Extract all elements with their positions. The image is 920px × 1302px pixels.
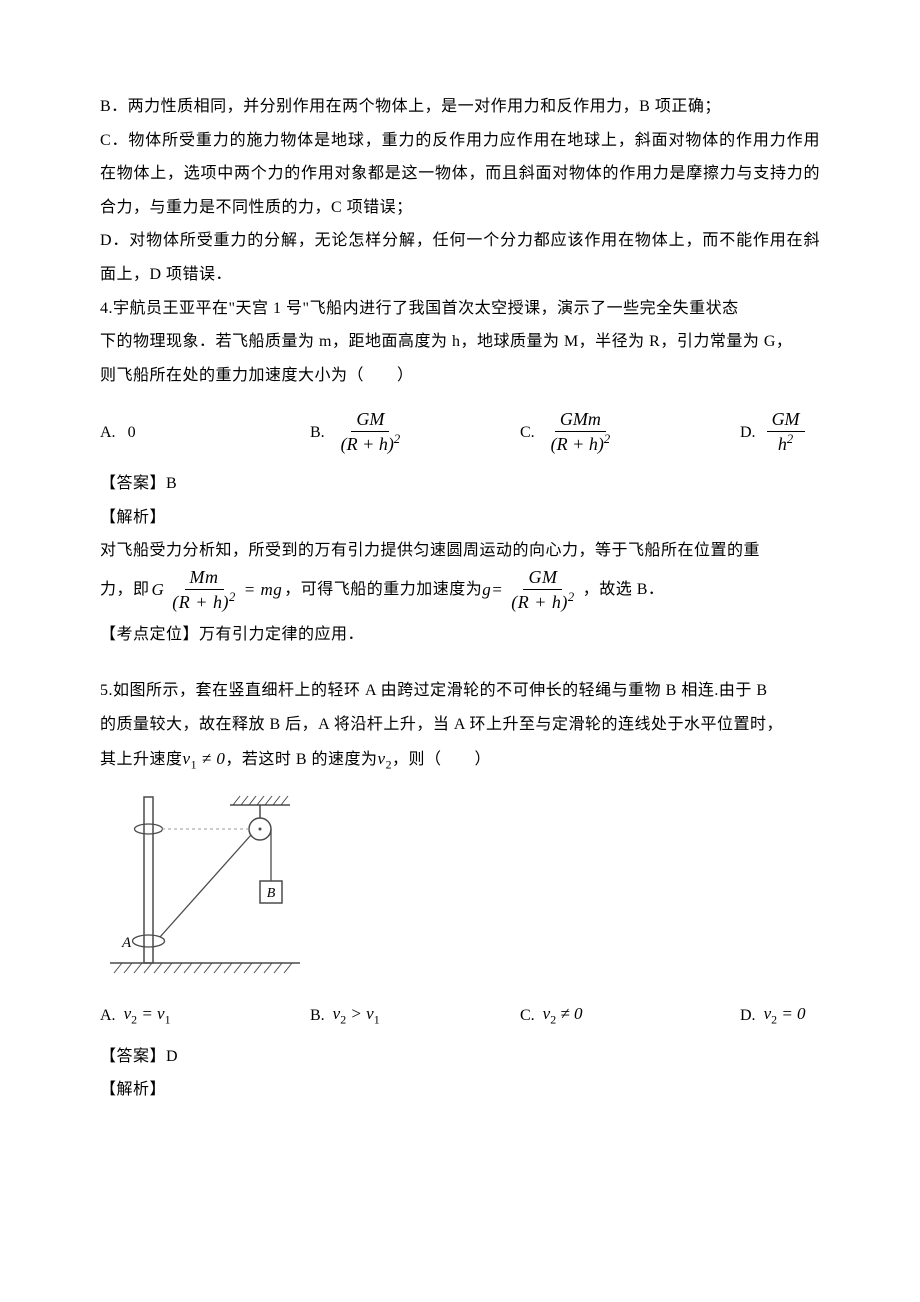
q5-choice-c-math: v2 ≠ 0 <box>543 1004 583 1027</box>
ground-hatch-icon <box>110 963 300 973</box>
q5-analysis-label: 【解析】 <box>100 1073 820 1107</box>
block-b-label: B <box>267 886 276 901</box>
q5-choice-d-math: v2 = 0 <box>764 1004 806 1027</box>
q4-choice-b-label: B. <box>310 424 325 442</box>
q5-choice-a-label: A. <box>100 1007 116 1025</box>
q3-opt-c: C．物体所受重力的施力物体是地球，重力的反作用力应作用在地球上，斜面对物体的作用… <box>100 124 820 225</box>
pole-icon <box>144 797 153 963</box>
q5-choice-a-math: v2 = v1 <box>124 1004 171 1027</box>
q4-analysis-label: 【解析】 <box>100 501 820 535</box>
q4-stem-3: 则飞船所在处的重力加速度大小为（ ） <box>100 359 820 393</box>
q5-choice-d-label: D. <box>740 1007 756 1025</box>
q5-choice-a: A. v2 = v1 <box>100 1004 310 1027</box>
q4-choice-d-frac: GM h2 <box>767 410 805 455</box>
q4-choice-a: A. 0 <box>100 424 310 442</box>
q5-diagram: B A <box>100 791 820 986</box>
q5-stem-1: 5.如图所示，套在竖直细杆上的轻环 A 由跨过定滑轮的不可伸长的轻绳与重物 B … <box>100 674 820 708</box>
q4-analysis-1: 对飞船受力分析知，所受到的万有引力提供匀速圆周运动的向心力，等于飞船所在位置的重 <box>100 534 820 568</box>
q4-point: 【考点定位】万有引力定律的应用． <box>100 618 820 652</box>
q4-analysis2-mid: ，可得飞船的重力加速度为 <box>284 573 482 607</box>
q4-eq-eq-mg: = mg <box>244 572 283 608</box>
q5-stem-2: 的质量较大，故在释放 B 后，A 将沿杆上升，当 A 环上升至与定滑轮的连线处于… <box>100 708 820 742</box>
q4-choice-a-text: 0 <box>128 424 136 442</box>
q4-eq-left-frac: Mm (R + h)2 <box>167 568 240 613</box>
q5-choices: A. v2 = v1 B. v2 > v1 C. v2 ≠ 0 D. v2 = … <box>100 1004 820 1027</box>
q4-analysis2-a: 力，即 <box>100 573 150 607</box>
q4-choices: A. 0 B. GM (R + h)2 C. GMm (R + h)2 D. G… <box>100 410 820 455</box>
q4-choice-a-label: A. <box>100 424 116 442</box>
q4-choice-d-label: D. <box>740 424 756 442</box>
q5-choice-b: B. v2 > v1 <box>310 1004 520 1027</box>
pulley-center <box>259 828 262 831</box>
q5-answer: 【答案】D <box>100 1040 820 1074</box>
q5-choice-c-label: C. <box>520 1007 535 1025</box>
q4-eq-left-g: G <box>152 572 165 608</box>
q4-answer: 【答案】B <box>100 467 820 501</box>
rope-diag <box>160 835 251 937</box>
q4-analysis-2: 力，即 G Mm (R + h)2 = mg ，可得飞船的重力加速度为 g= G… <box>100 568 820 613</box>
q4-choice-c-label: C. <box>520 424 535 442</box>
q4-choice-c: C. GMm (R + h)2 <box>520 410 740 455</box>
q4-stem-2: 下的物理现象．若飞船质量为 m，距地面高度为 h，地球质量为 M，半径为 R，引… <box>100 325 820 359</box>
q5-choice-b-math: v2 > v1 <box>333 1004 380 1027</box>
q4-choice-d: D. GM h2 <box>740 410 860 455</box>
q4-eq-right-frac: GM (R + h)2 <box>506 568 579 613</box>
q5-choice-c: C. v2 ≠ 0 <box>520 1004 740 1027</box>
q4-choice-c-frac: GMm (R + h)2 <box>546 410 615 455</box>
q5-choice-d: D. v2 = 0 <box>740 1004 860 1027</box>
q4-choice-b-frac: GM (R + h)2 <box>336 410 405 455</box>
q4-eq-right-g: g= <box>482 572 503 608</box>
q3-opt-b: B．两力性质相同，并分别作用在两个物体上，是一对作用力和反作用力，B 项正确； <box>100 90 820 124</box>
q4-choice-b: B. GM (R + h)2 <box>310 410 520 455</box>
q3-opt-d: D．对物体所受重力的分解，无论怎样分解，任何一个分力都应该作用在物体上，而不能作… <box>100 224 820 291</box>
q5-diagram-svg: B A <box>100 791 310 981</box>
q4-analysis2-end: ，故选 B． <box>583 573 665 607</box>
q5-choice-b-label: B. <box>310 1007 325 1025</box>
ceiling-hatch-icon <box>230 796 290 805</box>
q4-stem-1: 4.宇航员王亚平在"天宫 1 号"飞船内进行了我国首次太空授课，演示了一些完全失… <box>100 292 820 326</box>
q5-stem-3: 其上升速度v1 ≠ 0，若这时 B 的速度为v2，则（ ） <box>100 741 820 777</box>
ring-a-label: A <box>121 935 132 951</box>
